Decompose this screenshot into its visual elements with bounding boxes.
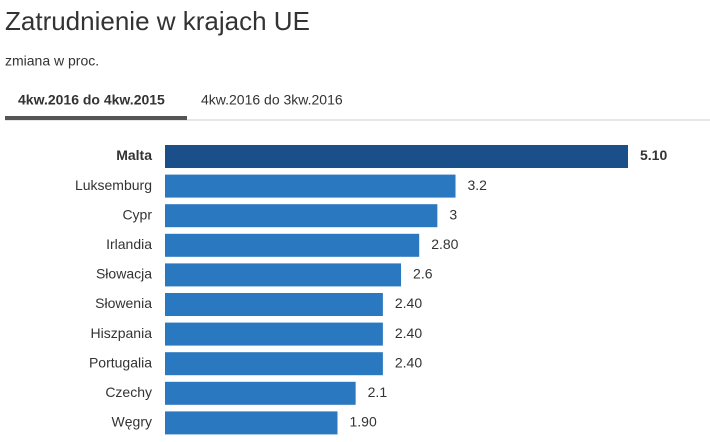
value-label: 2.40 bbox=[395, 354, 422, 370]
category-label: Irlandia bbox=[106, 236, 152, 252]
value-label: 2.40 bbox=[395, 325, 422, 341]
bar bbox=[165, 411, 338, 435]
bar bbox=[165, 352, 383, 376]
category-label: Czechy bbox=[105, 384, 152, 400]
value-label: 1.90 bbox=[349, 414, 376, 430]
chart-title: Zatrudnienie w krajach UE bbox=[5, 6, 310, 36]
bar bbox=[165, 293, 383, 316]
bar bbox=[165, 145, 628, 168]
active-tab-underline bbox=[5, 116, 187, 120]
value-label: 2.40 bbox=[395, 295, 422, 311]
category-label: Luksemburg bbox=[75, 177, 152, 193]
chart-subtitle: zmiana w proc. bbox=[5, 53, 99, 69]
tab[interactable]: 4kw.2016 do 3kw.2016 bbox=[201, 92, 343, 108]
bar bbox=[165, 204, 438, 228]
bar bbox=[165, 381, 356, 405]
category-label: Węgry bbox=[112, 414, 152, 430]
category-label: Malta bbox=[116, 147, 152, 163]
bar bbox=[165, 174, 456, 198]
bar bbox=[165, 233, 420, 257]
value-label: 2.6 bbox=[413, 266, 433, 282]
category-label: Słowacja bbox=[96, 266, 152, 282]
bar bbox=[165, 263, 402, 287]
value-label: 3 bbox=[449, 206, 457, 222]
category-label: Cypr bbox=[122, 206, 152, 222]
value-label: 2.80 bbox=[431, 236, 458, 252]
category-label: Hiszpania bbox=[91, 325, 153, 341]
tab[interactable]: 4kw.2016 do 4kw.2015 bbox=[18, 92, 165, 108]
value-label: 2.1 bbox=[368, 384, 388, 400]
value-label: 5.10 bbox=[640, 147, 667, 163]
category-label: Słowenia bbox=[95, 295, 152, 311]
bar bbox=[165, 322, 383, 346]
value-label: 3.2 bbox=[468, 177, 488, 193]
category-label: Portugalia bbox=[89, 354, 152, 370]
